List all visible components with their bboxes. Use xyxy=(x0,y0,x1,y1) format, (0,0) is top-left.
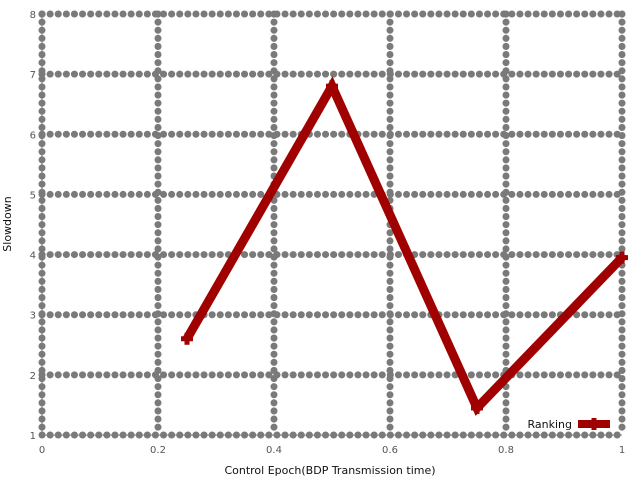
y-tick-label: 5 xyxy=(30,190,36,201)
x-tick-label: 0 xyxy=(39,445,45,456)
x-tick-label: 0.2 xyxy=(150,445,166,456)
tick-labels: 0 0.2 0.4 0.6 0.8 1 1 2 3 4 5 6 7 8 xyxy=(30,10,626,456)
data-point-v xyxy=(619,251,625,264)
data-point-v xyxy=(184,332,190,345)
axes xyxy=(41,14,622,436)
data-point-v xyxy=(474,401,480,414)
y-tick-label: 1 xyxy=(30,431,36,442)
data-point xyxy=(471,401,483,414)
y-tick-label: 8 xyxy=(30,10,36,21)
y-tick-label: 2 xyxy=(30,371,36,382)
x-tick-label: 0.4 xyxy=(266,445,282,456)
x-axis-label: Control Epoch(BDP Transmission time) xyxy=(224,464,435,477)
series-line-0 xyxy=(183,76,626,416)
x-tick-label: 0.8 xyxy=(498,445,514,456)
y-tick-label: 4 xyxy=(30,251,36,262)
legend: Ranking xyxy=(528,418,610,431)
legend-marker-v xyxy=(591,418,597,430)
grid-lines xyxy=(38,10,626,439)
legend-label: Ranking xyxy=(528,418,573,431)
x-tick-label: 1 xyxy=(619,445,625,456)
y-tick-label: 3 xyxy=(30,311,36,322)
y-tick-label: 7 xyxy=(30,70,36,81)
y-axis-label: Slowdown xyxy=(1,196,14,251)
data-point xyxy=(616,251,628,264)
data-point xyxy=(326,80,338,93)
x-tick-label: 0.6 xyxy=(382,445,398,456)
legend-marker xyxy=(588,418,600,430)
data-point-v xyxy=(329,80,335,93)
series-lines xyxy=(181,76,628,416)
y-tick-label: 6 xyxy=(30,130,36,141)
data-point xyxy=(181,332,193,345)
